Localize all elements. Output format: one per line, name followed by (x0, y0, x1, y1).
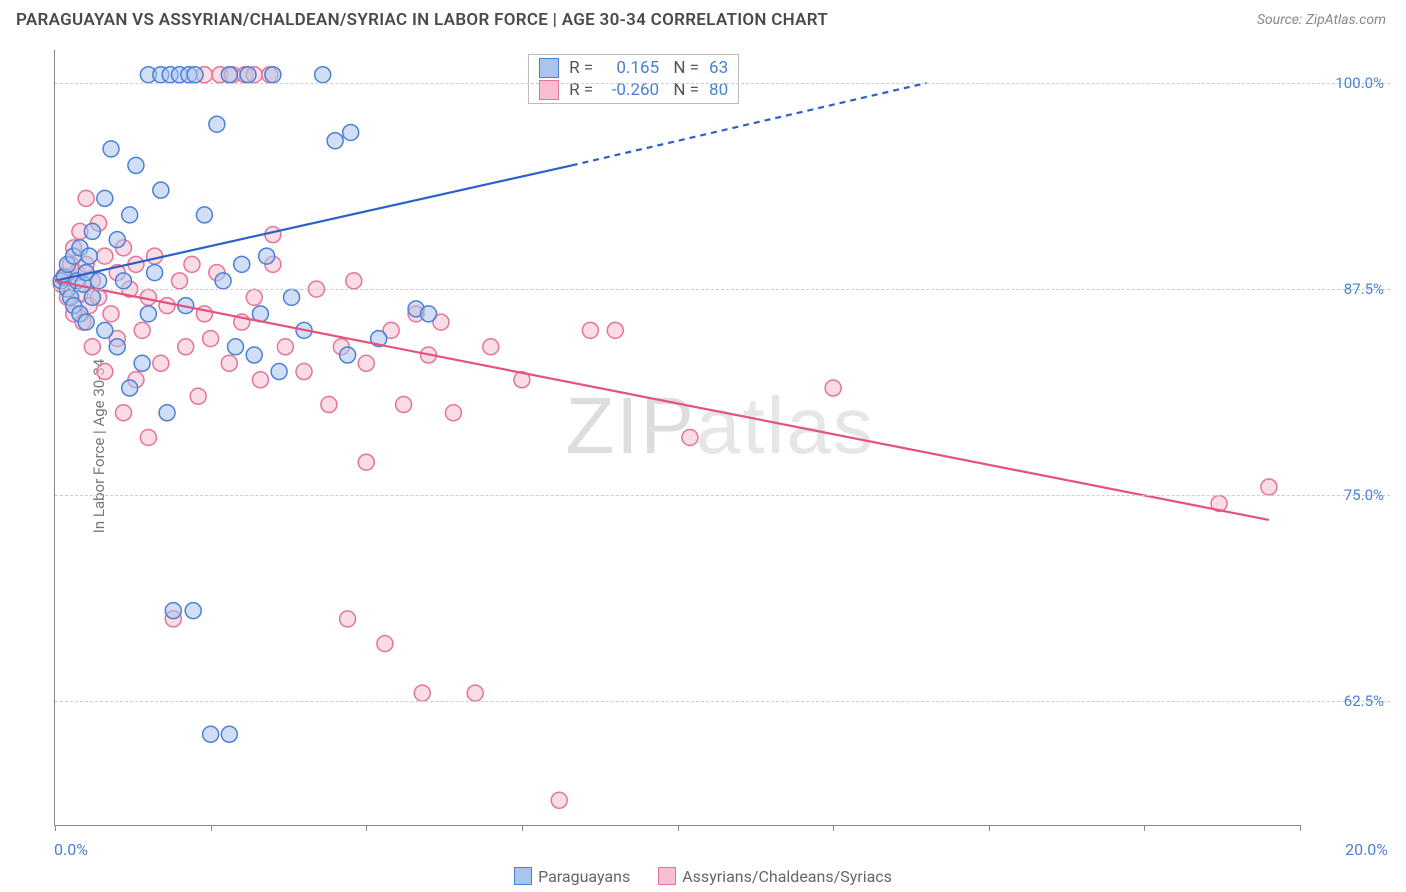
data-point (97, 364, 113, 380)
data-point (103, 306, 119, 322)
data-point (140, 430, 156, 446)
data-point (682, 430, 698, 446)
data-point (122, 380, 138, 396)
y-tick-label: 87.5% (1344, 280, 1384, 298)
data-point (252, 372, 268, 388)
chart-source: Source: ZipAtlas.com (1257, 12, 1386, 28)
plot-area: ZIPatlas R =0.165 N =63 R =-0.260 N =80 … (54, 50, 1300, 826)
data-point (467, 685, 483, 701)
data-point (346, 273, 362, 289)
data-point (134, 322, 150, 338)
series-legend: Paraguayans Assyrians/Chaldeans/Syriacs (0, 867, 1406, 886)
data-point (265, 67, 281, 83)
data-point (153, 355, 169, 371)
data-point (115, 405, 131, 421)
x-axis-min-label: 0.0% (54, 840, 88, 859)
data-point (97, 190, 113, 206)
data-point (153, 182, 169, 198)
data-point (607, 322, 623, 338)
data-point (277, 339, 293, 355)
data-point (147, 265, 163, 281)
data-point (134, 355, 150, 371)
data-point (377, 636, 393, 652)
data-point (140, 306, 156, 322)
data-point (109, 232, 125, 248)
data-point (221, 67, 237, 83)
data-point (81, 248, 97, 264)
data-point (122, 207, 138, 223)
data-point (203, 726, 219, 742)
data-point (271, 364, 287, 380)
legend-swatch (658, 867, 676, 885)
data-point (1261, 479, 1277, 495)
data-point (825, 380, 841, 396)
data-point (582, 322, 598, 338)
data-point (165, 603, 181, 619)
data-point (221, 355, 237, 371)
chart-container: In Labor Force | Age 30-34 ZIPatlas R =0… (16, 44, 1390, 848)
scatter-svg (55, 50, 1300, 825)
data-point (196, 207, 212, 223)
chart-title: PARAGUAYAN VS ASSYRIAN/CHALDEAN/SYRIAC I… (16, 10, 828, 30)
data-point (234, 256, 250, 272)
data-point (414, 685, 430, 701)
y-tick-label: 75.0% (1344, 486, 1384, 504)
data-point (185, 603, 201, 619)
data-point (159, 298, 175, 314)
data-point (103, 141, 119, 157)
data-point (240, 67, 256, 83)
y-tick-label: 100.0% (1335, 74, 1384, 92)
data-point (396, 397, 412, 413)
data-point (340, 347, 356, 363)
data-point (340, 611, 356, 627)
data-point (358, 355, 374, 371)
data-point (209, 116, 225, 132)
data-point (178, 339, 194, 355)
data-point (284, 289, 300, 305)
data-point (147, 248, 163, 264)
data-point (246, 289, 262, 305)
data-point (358, 454, 374, 470)
data-point (128, 157, 144, 173)
data-point (109, 339, 125, 355)
data-point (190, 388, 206, 404)
data-point (78, 314, 94, 330)
data-point (321, 397, 337, 413)
data-point (343, 124, 359, 140)
data-point (78, 190, 94, 206)
legend-item-assyrians: Assyrians/Chaldeans/Syriacs (658, 867, 892, 886)
data-point (246, 347, 262, 363)
data-point (259, 248, 275, 264)
data-point (115, 273, 131, 289)
data-point (228, 339, 244, 355)
data-point (221, 726, 237, 742)
data-point (172, 273, 188, 289)
data-point (421, 306, 437, 322)
data-point (184, 256, 200, 272)
data-point (327, 133, 343, 149)
data-point (84, 289, 100, 305)
legend-item-paraguayans: Paraguayans (514, 867, 630, 886)
data-point (159, 405, 175, 421)
y-tick-label: 62.5% (1344, 692, 1384, 710)
data-point (551, 792, 567, 808)
data-point (483, 339, 499, 355)
correlation-row: R =0.165 N =63 (539, 57, 728, 79)
data-point (315, 67, 331, 83)
legend-swatch (514, 867, 532, 885)
x-axis-max-label: 20.0% (1345, 840, 1388, 859)
data-point (97, 248, 113, 264)
correlation-legend: R =0.165 N =63 R =-0.260 N =80 (528, 54, 739, 104)
data-point (445, 405, 461, 421)
data-point (187, 67, 203, 83)
data-point (215, 273, 231, 289)
data-point (91, 273, 107, 289)
data-point (84, 339, 100, 355)
data-point (97, 322, 113, 338)
data-point (265, 227, 281, 243)
data-point (84, 223, 100, 239)
data-point (203, 331, 219, 347)
data-point (296, 364, 312, 380)
